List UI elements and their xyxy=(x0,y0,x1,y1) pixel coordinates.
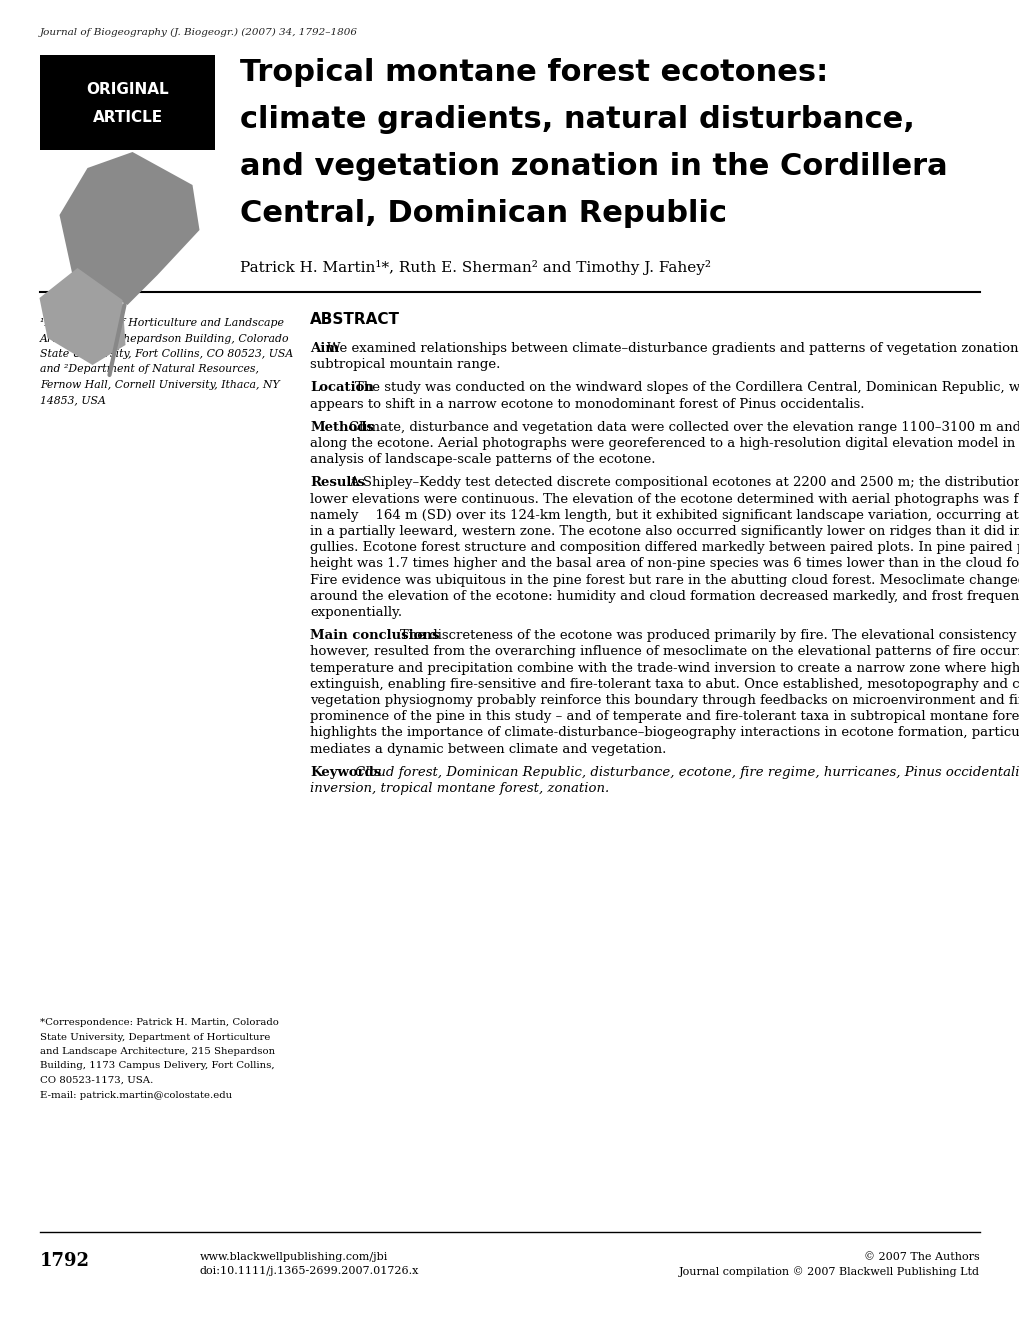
Text: State University, Department of Horticulture: State University, Department of Horticul… xyxy=(40,1033,270,1041)
Text: 1792: 1792 xyxy=(40,1252,90,1270)
Text: exponentially.: exponentially. xyxy=(310,606,401,619)
Text: doi:10.1111/j.1365-2699.2007.01726.x: doi:10.1111/j.1365-2699.2007.01726.x xyxy=(200,1266,419,1276)
Text: subtropical mountain range.: subtropical mountain range. xyxy=(310,358,500,371)
Text: 14853, USA: 14853, USA xyxy=(40,395,106,406)
Text: ABSTRACT: ABSTRACT xyxy=(310,312,399,327)
Polygon shape xyxy=(40,268,125,364)
Text: State University, Fort Collins, CO 80523, USA: State University, Fort Collins, CO 80523… xyxy=(40,348,293,359)
Text: Keywords: Keywords xyxy=(310,765,381,779)
Text: Results: Results xyxy=(310,477,365,489)
Text: Tropical montane forest ecotones:: Tropical montane forest ecotones: xyxy=(239,58,827,87)
Text: Fire evidence was ubiquitous in the pine forest but rare in the abutting cloud f: Fire evidence was ubiquitous in the pine… xyxy=(310,574,1019,587)
Text: and Landscape Architecture, 215 Shepardson: and Landscape Architecture, 215 Shepards… xyxy=(40,1047,275,1056)
Text: climate gradients, natural disturbance,: climate gradients, natural disturbance, xyxy=(239,105,914,134)
Text: temperature and precipitation combine with the trade-wind inversion to create a : temperature and precipitation combine wi… xyxy=(310,662,1019,674)
Text: Building, 1173 Campus Delivery, Fort Collins,: Building, 1173 Campus Delivery, Fort Col… xyxy=(40,1061,274,1071)
Text: Climate, disturbance and vegetation data were collected over the elevation range: Climate, disturbance and vegetation data… xyxy=(350,421,1019,434)
Text: ORIGINAL: ORIGINAL xyxy=(86,83,169,98)
Text: The discreteness of the ecotone was produced primarily by fire. The elevational : The discreteness of the ecotone was prod… xyxy=(399,630,1019,642)
Text: Fernow Hall, Cornell University, Ithaca, NY: Fernow Hall, Cornell University, Ithaca,… xyxy=(40,381,279,390)
Text: Location: Location xyxy=(310,382,374,394)
Text: and ²Department of Natural Resources,: and ²Department of Natural Resources, xyxy=(40,364,259,374)
Text: Cloud forest, Dominican Republic, disturbance, ecotone, fire regime, hurricanes,: Cloud forest, Dominican Republic, distur… xyxy=(355,765,1019,779)
Text: and vegetation zonation in the Cordillera: and vegetation zonation in the Cordiller… xyxy=(239,151,947,181)
Text: prominence of the pine in this study – and of temperate and fire-tolerant taxa i: prominence of the pine in this study – a… xyxy=(310,710,1019,724)
Text: appears to shift in a narrow ecotone to monodominant forest of Pinus occidentali: appears to shift in a narrow ecotone to … xyxy=(310,398,864,410)
Text: extinguish, enabling fire-sensitive and fire-tolerant taxa to abut. Once establi: extinguish, enabling fire-sensitive and … xyxy=(310,678,1019,691)
Text: vegetation physiognomy probably reinforce this boundary through feedbacks on mic: vegetation physiognomy probably reinforc… xyxy=(310,694,1019,708)
Text: lower elevations were continuous. The elevation of the ecotone determined with a: lower elevations were continuous. The el… xyxy=(310,493,1019,505)
Text: We examined relationships between climate–disturbance gradients and patterns of : We examined relationships between climat… xyxy=(326,342,1019,355)
Text: height was 1.7 times higher and the basal area of non-pine species was 6 times l: height was 1.7 times higher and the basa… xyxy=(310,557,1019,571)
Text: Journal compilation © 2007 Blackwell Publishing Ltd: Journal compilation © 2007 Blackwell Pub… xyxy=(679,1266,979,1277)
Text: Aim: Aim xyxy=(310,342,339,355)
Text: mediates a dynamic between climate and vegetation.: mediates a dynamic between climate and v… xyxy=(310,742,665,756)
Text: along the ecotone. Aerial photographs were georeferenced to a high-resolution di: along the ecotone. Aerial photographs we… xyxy=(310,437,1019,450)
Bar xyxy=(40,55,215,150)
Text: highlights the importance of climate-disturbance–biogeography interactions in ec: highlights the importance of climate-dis… xyxy=(310,726,1019,740)
Polygon shape xyxy=(59,151,200,306)
Text: © 2007 The Authors: © 2007 The Authors xyxy=(863,1252,979,1262)
Text: inversion, tropical montane forest, zonation.: inversion, tropical montane forest, zona… xyxy=(310,783,608,795)
Text: www.blackwellpublishing.com/jbi: www.blackwellpublishing.com/jbi xyxy=(200,1252,388,1262)
Text: gullies. Ecotone forest structure and composition differed markedly between pair: gullies. Ecotone forest structure and co… xyxy=(310,541,1019,555)
Text: ARTICLE: ARTICLE xyxy=(93,110,162,125)
Text: around the elevation of the ecotone: humidity and cloud formation decreased mark: around the elevation of the ecotone: hum… xyxy=(310,590,1019,603)
Text: Central, Dominican Republic: Central, Dominican Republic xyxy=(239,200,727,228)
Text: *Correspondence: Patrick H. Martin, Colorado: *Correspondence: Patrick H. Martin, Colo… xyxy=(40,1018,278,1026)
Text: Patrick H. Martin¹*, Ruth E. Sherman² and Timothy J. Fahey²: Patrick H. Martin¹*, Ruth E. Sherman² an… xyxy=(239,260,710,275)
Text: namely    164 m (SD) over its 124-km length, but it exhibited significant landsc: namely 164 m (SD) over its 124-km length… xyxy=(310,509,1019,521)
Text: ¹Department of Horticulture and Landscape: ¹Department of Horticulture and Landscap… xyxy=(40,318,283,328)
Text: Main conclusions: Main conclusions xyxy=(310,630,439,642)
Text: however, resulted from the overarching influence of mesoclimate on the elevation: however, resulted from the overarching i… xyxy=(310,646,1019,658)
Text: Methods: Methods xyxy=(310,421,374,434)
Text: analysis of landscape-scale patterns of the ecotone.: analysis of landscape-scale patterns of … xyxy=(310,453,655,466)
Text: Journal of Biogeography (J. Biogeogr.) (2007) 34, 1792–1806: Journal of Biogeography (J. Biogeogr.) (… xyxy=(40,28,358,38)
Text: E-mail: patrick.martin@colostate.edu: E-mail: patrick.martin@colostate.edu xyxy=(40,1091,232,1100)
Text: in a partially leeward, western zone. The ecotone also occurred significantly lo: in a partially leeward, western zone. Th… xyxy=(310,525,1019,537)
Text: CO 80523-1173, USA.: CO 80523-1173, USA. xyxy=(40,1076,153,1085)
Text: A Shipley–Keddy test detected discrete compositional ecotones at 2200 and 2500 m: A Shipley–Keddy test detected discrete c… xyxy=(350,477,1019,489)
Text: The study was conducted on the windward slopes of the Cordillera Central, Domini: The study was conducted on the windward … xyxy=(355,382,1019,394)
Text: Architecture, Shepardson Building, Colorado: Architecture, Shepardson Building, Color… xyxy=(40,334,289,343)
